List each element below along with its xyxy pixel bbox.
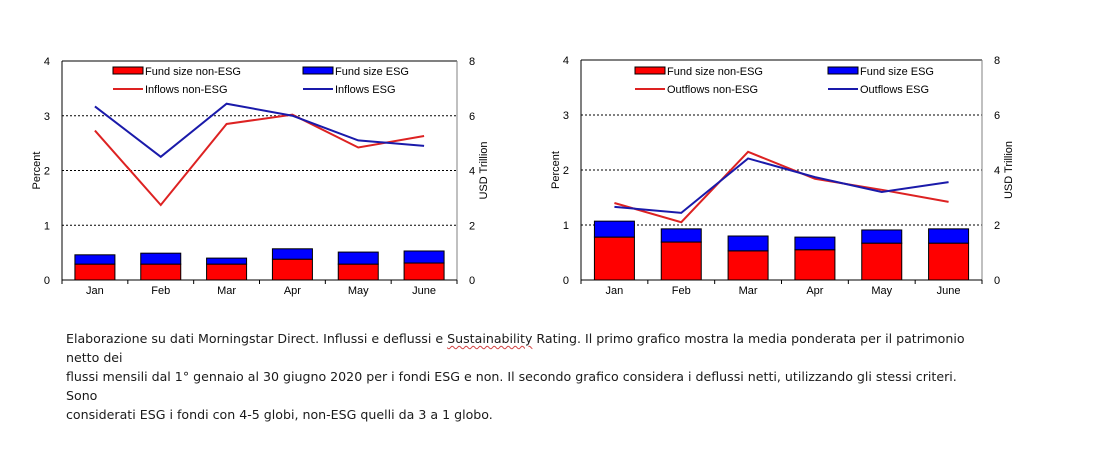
x-tick-label: Mar xyxy=(739,285,758,297)
y-tick-label: 0 xyxy=(44,275,50,287)
x-tick-label: Mar xyxy=(217,285,236,297)
y-tick-label: 1 xyxy=(563,220,569,232)
legend-swatch-fund-size-non-esg xyxy=(112,66,144,75)
legend-label-inflows-non-esg: Inflows non-ESG xyxy=(145,84,228,96)
bar-non-esg-feb xyxy=(140,263,182,281)
line-inflows-esg xyxy=(94,102,425,159)
bar-esg-june xyxy=(928,228,970,244)
spellcheck-marked-word: Sustainability xyxy=(447,331,533,346)
legend-label-outflows-esg: Outflows ESG xyxy=(860,84,929,96)
y2-tick-label: 4 xyxy=(994,165,1000,177)
legend-label-fund-size-non-esg: Fund size non-ESG xyxy=(667,66,763,78)
y-tick-label: 3 xyxy=(44,111,50,123)
y-tick-label: 2 xyxy=(563,165,569,177)
x-tick-label: Feb xyxy=(151,285,170,297)
y2-tick-label: 0 xyxy=(469,275,475,287)
bar-esg-mar xyxy=(727,235,769,252)
bar-esg-jan xyxy=(593,220,635,238)
line-outflows-esg xyxy=(614,157,949,214)
legend-label-inflows-esg: Inflows ESG xyxy=(335,84,396,96)
caption-line-3: considerati ESG i fondi con 4-5 globi, n… xyxy=(66,407,493,422)
x-tick-label: Apr xyxy=(806,285,823,297)
x-tick-label: Apr xyxy=(284,285,301,297)
y-axis-title: Percent xyxy=(31,152,43,190)
bar-non-esg-jan xyxy=(593,236,635,281)
y2-axis-title: USD Trillion xyxy=(1003,141,1015,199)
line-inflows-non-esg xyxy=(94,113,425,207)
bar-esg-feb xyxy=(140,252,182,265)
y2-tick-label: 4 xyxy=(469,166,475,178)
chart-inflows: Jan Feb Mar Apr May June 0 1 2 3 4 0 2 4 6 8 Percent USD … xyxy=(31,56,490,297)
legend-label-fund-size-esg: Fund size ESG xyxy=(335,66,409,78)
y2-tick-label: 0 xyxy=(994,275,1000,287)
bar-non-esg-apr xyxy=(271,258,313,281)
y-tick-label: 0 xyxy=(563,275,569,287)
legend-swatch-fund-size-esg xyxy=(827,66,859,75)
bar-non-esg-mar xyxy=(727,250,769,281)
bar-non-esg-june xyxy=(403,262,445,281)
chart-outflows: Jan Feb Mar Apr May June 0 1 2 3 4 0 2 4 6 8 Percent USD … xyxy=(550,55,1015,297)
legend-swatch-fund-size-non-esg xyxy=(634,66,666,75)
y2-tick-label: 2 xyxy=(469,220,475,232)
bar-non-esg-feb xyxy=(660,241,702,281)
x-tick-label: June xyxy=(412,285,436,297)
x-tick-label: Feb xyxy=(672,285,691,297)
bar-non-esg-june xyxy=(928,242,970,281)
bar-non-esg-jan xyxy=(74,263,116,281)
bar-non-esg-may xyxy=(337,263,379,281)
y-tick-label: 3 xyxy=(563,110,569,122)
caption-line-2: flussi mensili dal 1° gennaio al 30 giug… xyxy=(66,369,957,403)
bar-non-esg-mar xyxy=(206,263,248,281)
y-tick-label: 1 xyxy=(44,220,50,232)
x-tick-label: May xyxy=(871,285,892,297)
legend-label-fund-size-non-esg: Fund size non-ESG xyxy=(145,66,241,78)
y-tick-label: 4 xyxy=(44,56,50,68)
x-tick-label: Jan xyxy=(606,285,624,297)
y-tick-label: 2 xyxy=(44,166,50,178)
line-outflows-non-esg xyxy=(614,150,949,224)
figure-caption: Elaborazione su dati Morningstar Direct.… xyxy=(66,329,986,424)
x-tick-label: Jan xyxy=(86,285,104,297)
y-tick-label: 4 xyxy=(563,55,569,67)
y-axis-title: Percent xyxy=(550,151,562,189)
legend-label-fund-size-esg: Fund size ESG xyxy=(860,66,934,78)
legend-label-outflows-non-esg: Outflows non-ESG xyxy=(667,84,758,96)
bar-non-esg-may xyxy=(861,242,903,281)
y2-axis-title: USD Trillion xyxy=(478,141,490,199)
y2-tick-label: 6 xyxy=(994,110,1000,122)
bar-esg-mar xyxy=(206,257,248,265)
y2-tick-label: 6 xyxy=(469,111,475,123)
caption-text: Rating. Il primo grafico mostra la media… xyxy=(66,331,965,365)
legend-swatch-fund-size-esg xyxy=(302,66,334,75)
x-tick-label: June xyxy=(937,285,961,297)
bar-esg-jan xyxy=(74,254,116,265)
bar-esg-apr xyxy=(271,248,313,260)
x-tick-label: May xyxy=(348,285,369,297)
bar-esg-june xyxy=(403,250,445,264)
y2-tick-label: 8 xyxy=(469,56,475,68)
bar-esg-may xyxy=(861,229,903,244)
bar-esg-apr xyxy=(794,236,836,251)
bar-non-esg-apr xyxy=(794,249,836,281)
caption-text: Elaborazione su dati Morningstar Direct.… xyxy=(66,331,448,346)
caption-line-1: Elaborazione su dati Morningstar Direct.… xyxy=(66,329,986,367)
y2-tick-label: 2 xyxy=(994,220,1000,232)
bar-esg-feb xyxy=(660,228,702,243)
y2-tick-label: 8 xyxy=(994,55,1000,67)
bar-esg-may xyxy=(337,251,379,265)
